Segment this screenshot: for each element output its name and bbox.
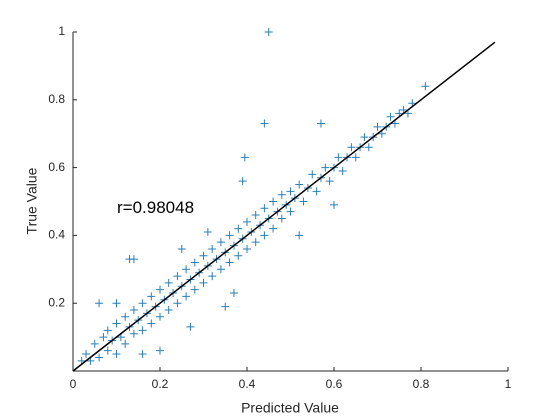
scatter-point — [147, 292, 156, 301]
x-axis-label: Predicted Value — [241, 400, 339, 416]
scatter-point — [208, 244, 217, 253]
scatter-point — [138, 350, 147, 359]
scatter-point — [229, 289, 238, 298]
scatter-point — [103, 346, 112, 355]
y-tick-label: 0.4 — [48, 228, 65, 242]
y-tick-label: 1 — [58, 24, 65, 38]
scatter-point — [156, 312, 164, 321]
scatter-point — [264, 28, 273, 36]
scatter-point — [277, 190, 286, 199]
scatter-point — [203, 228, 212, 237]
scatter-point — [164, 305, 173, 314]
scatter-point — [243, 244, 251, 253]
scatter-point — [277, 214, 286, 223]
fit-line — [72, 41, 496, 372]
scatter-point — [321, 163, 330, 172]
scatter-point — [182, 265, 191, 274]
scatter-point — [243, 217, 251, 226]
scatter-point — [190, 258, 199, 267]
scatter-point — [364, 143, 373, 152]
scatter-point — [251, 211, 260, 220]
scatter-point — [112, 350, 121, 359]
scatter-point — [347, 143, 356, 152]
scatter-point — [334, 153, 343, 162]
scatter-point — [238, 177, 247, 186]
scatter-point — [173, 272, 182, 281]
scatter-point — [199, 278, 208, 287]
scatter-point — [147, 319, 156, 328]
scatter-point — [221, 302, 230, 311]
scatter-point — [156, 346, 164, 355]
x-tick-label: 0 — [70, 377, 77, 391]
x-tick-label: 1 — [505, 377, 512, 391]
scatter-point — [260, 204, 269, 213]
scatter-point — [299, 197, 308, 206]
scatter-point — [121, 312, 130, 321]
scatter-point — [95, 299, 104, 308]
scatter-point — [95, 353, 104, 362]
scatter-point — [208, 272, 217, 281]
x-tick-label: 0.6 — [326, 377, 343, 391]
scatter-point — [225, 258, 234, 267]
x-tick-label: 0.4 — [239, 377, 256, 391]
scatter-point — [216, 265, 225, 274]
scatter-point — [240, 153, 249, 162]
scatter-point — [199, 251, 208, 260]
scatter-point — [286, 187, 295, 196]
scatter-point — [338, 166, 347, 175]
scatter-point — [129, 305, 138, 314]
scatter-point — [269, 224, 278, 233]
scatter-point — [351, 153, 360, 162]
scatter-point — [308, 170, 317, 179]
scatter-point — [177, 244, 186, 253]
scatter-point — [138, 299, 147, 308]
scatter-point — [295, 231, 304, 240]
scatter-point — [129, 255, 138, 264]
scatter-point — [286, 207, 295, 216]
scatter-point — [216, 238, 225, 247]
annotation: r=0.98048 — [117, 198, 194, 217]
scatter-point — [295, 180, 304, 189]
scatter-point — [182, 292, 191, 301]
scatter-point — [225, 231, 234, 240]
y-axis-label: True Value — [24, 167, 40, 234]
scatter-point — [325, 177, 334, 186]
scatter-point — [190, 285, 199, 294]
scatter-point — [234, 224, 243, 233]
scatter-point — [421, 82, 430, 91]
scatter-point — [386, 112, 395, 121]
scatter-point — [186, 322, 195, 331]
scatter-point — [312, 187, 321, 196]
scatter-point — [99, 333, 108, 342]
y-tick-label: 0.2 — [48, 295, 65, 309]
y-tick-label: 0.8 — [48, 92, 65, 106]
scatter-point — [234, 251, 243, 260]
scatter-point — [260, 119, 269, 128]
scatter-point — [316, 119, 325, 128]
scatter-point — [112, 299, 121, 308]
scatter-point — [121, 339, 130, 348]
scatter-point — [82, 350, 91, 359]
x-tick-label: 0.8 — [413, 377, 430, 391]
scatter-point — [269, 197, 278, 206]
scatter-point — [129, 329, 138, 338]
scatter-point — [103, 326, 112, 335]
y-tick-label: 0.6 — [48, 160, 65, 174]
scatter-point — [164, 278, 173, 287]
scatter-point — [138, 326, 147, 335]
scatter-point — [112, 319, 121, 328]
scatter-point — [251, 238, 260, 247]
scatter-point — [373, 122, 382, 131]
scatter-point — [173, 299, 182, 308]
x-tick-label: 0.2 — [152, 377, 169, 391]
scatter-point — [260, 231, 269, 240]
scatter-point — [360, 133, 369, 142]
scatter-point — [330, 200, 338, 209]
scatter-point — [156, 285, 164, 294]
scatter-point — [90, 339, 99, 348]
